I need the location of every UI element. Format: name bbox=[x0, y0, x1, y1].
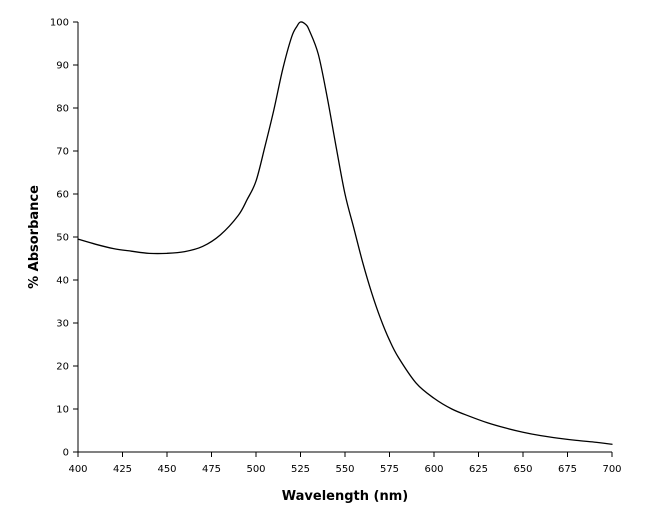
plot-area: 400 425 450 475 500 525 550 575 600 625 650 675 700 … bbox=[50, 18, 622, 476]
x-tick-label: 425 bbox=[113, 464, 132, 475]
x-tick-label: 550 bbox=[335, 464, 354, 475]
y-ticks: 0 10 20 30 40 50 60 70 80 90 100 bbox=[50, 18, 78, 459]
x-tick-label: 400 bbox=[68, 464, 87, 475]
x-tick-label: 625 bbox=[469, 464, 488, 475]
x-tick-label: 600 bbox=[424, 464, 443, 475]
y-axis-title: % Absorbance bbox=[27, 185, 42, 289]
y-tick-label: 30 bbox=[56, 319, 69, 330]
y-tick-label: 0 bbox=[63, 448, 69, 459]
x-tick-label: 650 bbox=[513, 464, 532, 475]
y-tick-label: 90 bbox=[56, 61, 69, 72]
x-tick-label: 700 bbox=[602, 464, 621, 475]
y-tick-label: 50 bbox=[56, 233, 69, 244]
x-ticks: 400 425 450 475 500 525 550 575 600 625 650 675 700 bbox=[68, 452, 622, 475]
y-tick-label: 20 bbox=[56, 362, 69, 373]
x-tick-label: 450 bbox=[157, 464, 176, 475]
x-tick-label: 675 bbox=[558, 464, 577, 475]
y-tick-label: 100 bbox=[50, 18, 69, 29]
y-tick-label: 60 bbox=[56, 190, 69, 201]
y-tick-label: 70 bbox=[56, 147, 69, 158]
x-tick-label: 575 bbox=[380, 464, 399, 475]
x-axis-title: Wavelength (nm) bbox=[282, 489, 408, 504]
x-tick-label: 500 bbox=[246, 464, 265, 475]
x-tick-label: 475 bbox=[202, 464, 221, 475]
y-tick-label: 40 bbox=[56, 276, 69, 287]
absorbance-series-line bbox=[77, 21, 613, 445]
x-tick-label: 525 bbox=[291, 464, 310, 475]
y-tick-label: 80 bbox=[56, 104, 69, 115]
y-tick-label: 10 bbox=[56, 405, 69, 416]
